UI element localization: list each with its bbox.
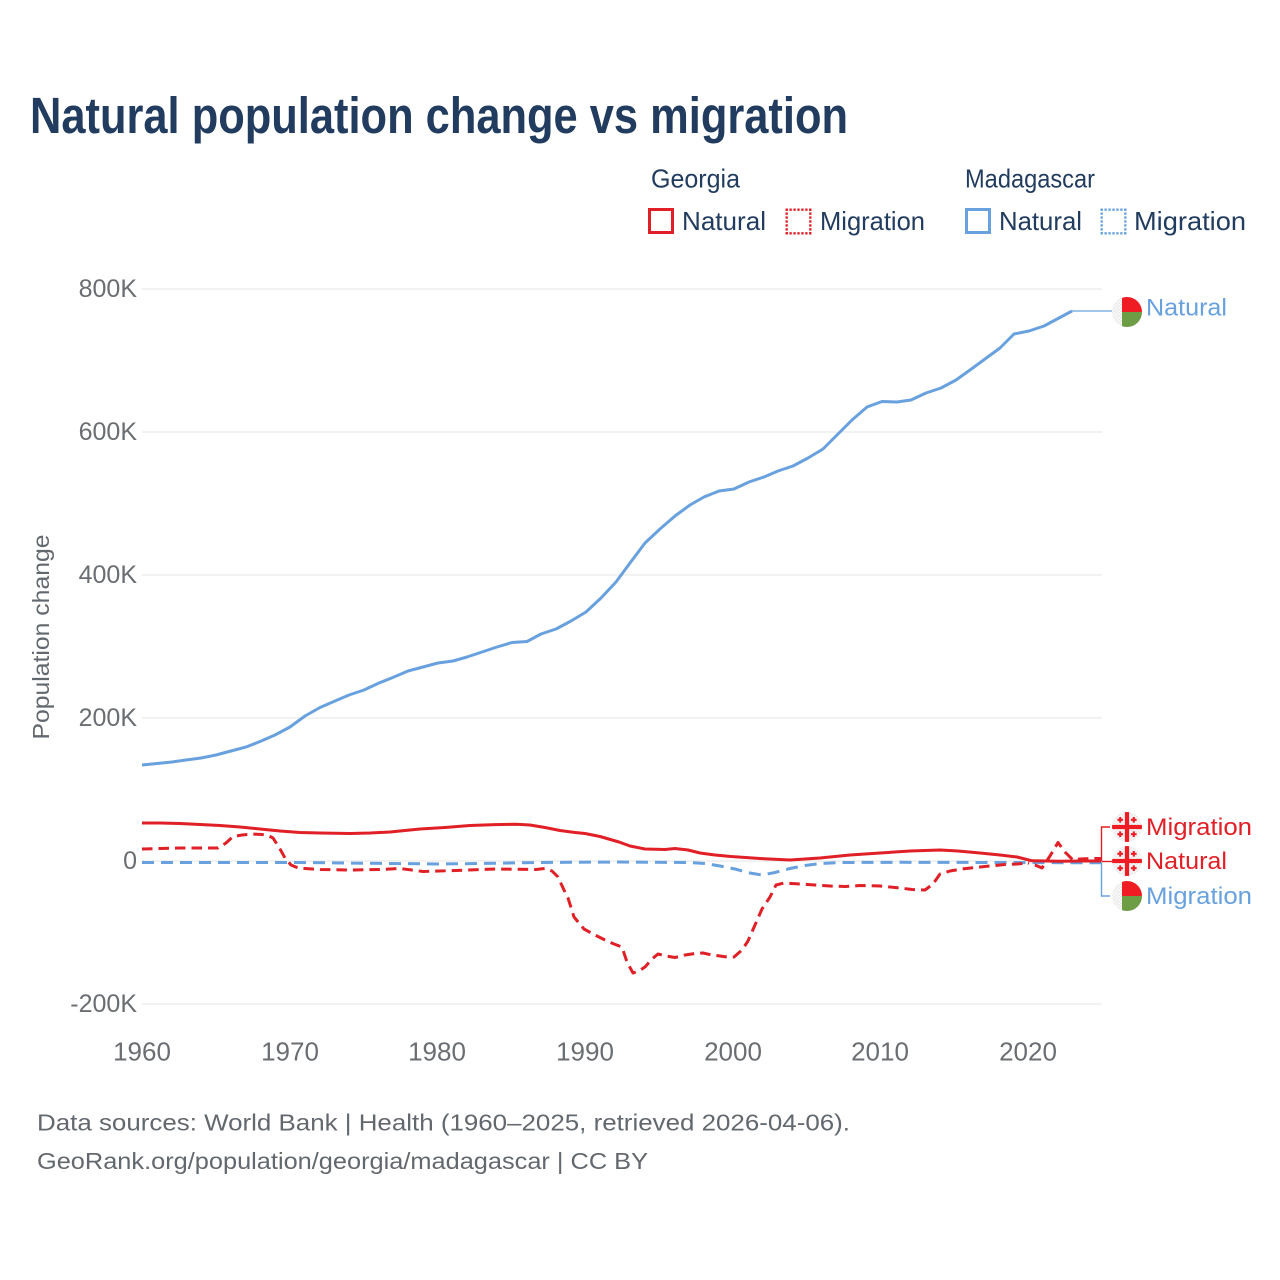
svg-text:1980: 1980 [408,1037,466,1067]
svg-text:2020: 2020 [999,1037,1057,1067]
svg-text:Natural: Natural [1146,295,1227,322]
svg-text:Migration: Migration [1146,814,1252,841]
svg-text:Madagascar: Madagascar [965,164,1095,194]
svg-text:2000: 2000 [704,1037,762,1067]
svg-text:Migration: Migration [820,206,925,236]
svg-text:Natural: Natural [1146,848,1227,875]
svg-text:1970: 1970 [261,1037,319,1067]
svg-text:Data sources: World Bank | Hea: Data sources: World Bank | Health (1960–… [37,1110,850,1136]
svg-text:400K: 400K [79,561,138,589]
svg-text:0: 0 [123,847,137,875]
svg-text:Natural: Natural [999,206,1082,236]
svg-text:-200K: -200K [70,990,137,1018]
svg-text:1960: 1960 [113,1037,171,1067]
svg-text:Population change: Population change [28,535,54,740]
svg-text:1990: 1990 [556,1037,614,1067]
svg-text:2010: 2010 [851,1037,909,1067]
svg-text:600K: 600K [79,418,138,446]
svg-text:200K: 200K [79,704,138,732]
svg-text:Migration: Migration [1146,883,1252,910]
svg-text:Natural population change vs m: Natural population change vs migration [30,87,848,144]
svg-text:Georgia: Georgia [651,164,741,194]
svg-text:800K: 800K [79,275,138,303]
svg-text:GeoRank.org/population/georgia: GeoRank.org/population/georgia/madagasca… [37,1148,648,1174]
svg-text:Migration: Migration [1134,206,1246,236]
svg-text:Natural: Natural [682,206,766,236]
